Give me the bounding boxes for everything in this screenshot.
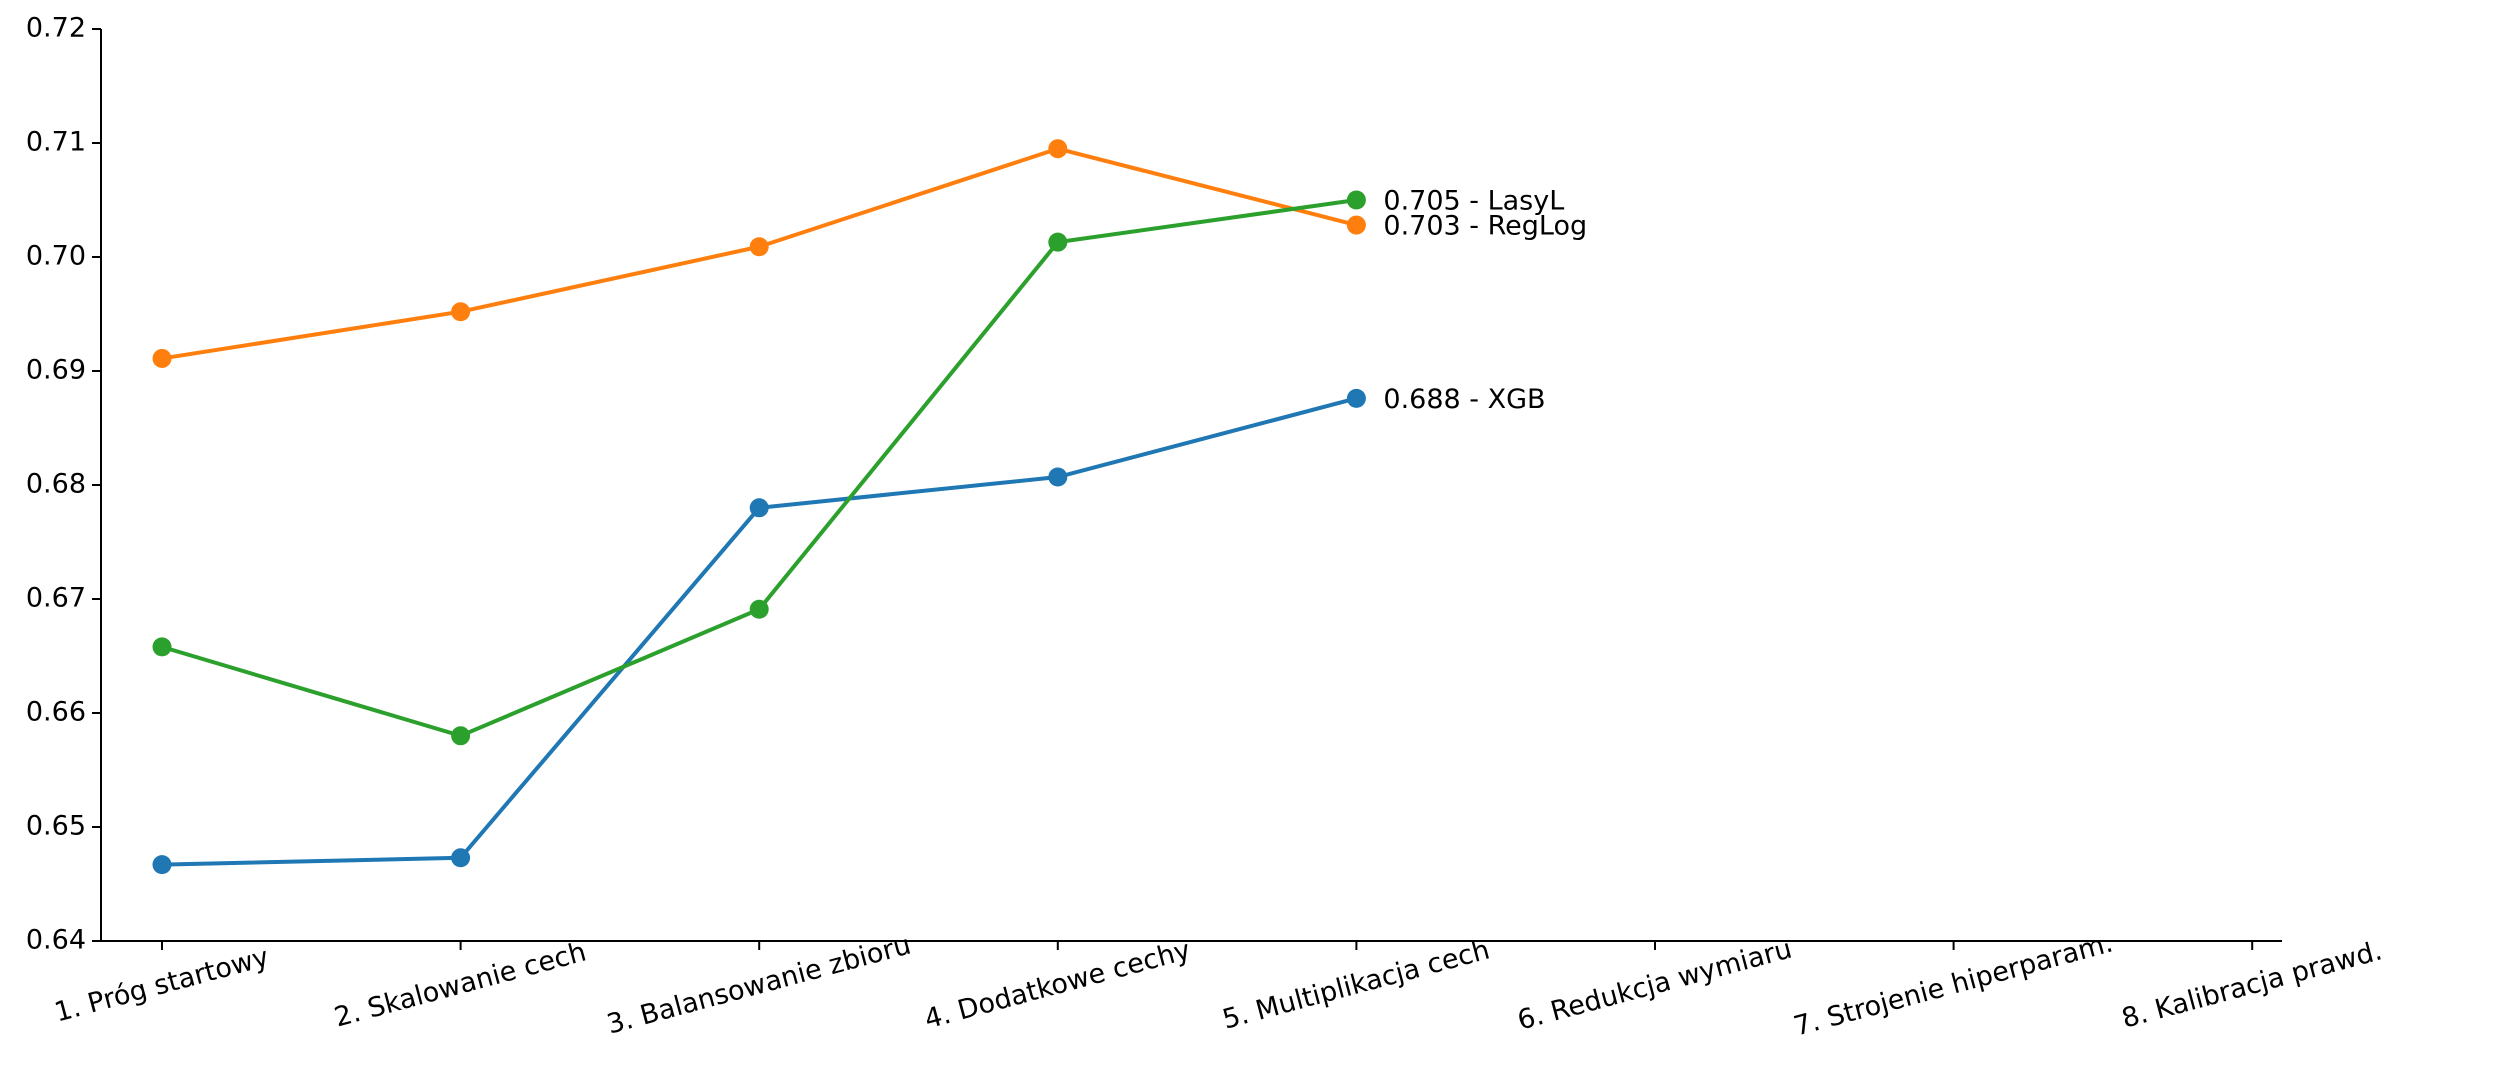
data-point [451, 302, 471, 322]
x-tick-label: 8. Kalibracja prawd. [2119, 935, 2386, 1034]
data-point [1346, 190, 1366, 210]
data-point [451, 848, 471, 868]
y-tick-label: 0.71 [26, 127, 86, 158]
data-point [749, 498, 769, 518]
y-tick-label: 0.67 [26, 583, 86, 614]
y-tick-label: 0.65 [26, 811, 86, 842]
series-line [161, 396, 1357, 867]
data-point [451, 726, 471, 746]
y-tick-label: 0.64 [26, 925, 86, 956]
data-point [1048, 139, 1068, 159]
data-point [152, 348, 172, 368]
data-point [1346, 388, 1366, 408]
x-tick-label: 2. Skalowanie cech [331, 937, 589, 1034]
data-point [749, 599, 769, 619]
y-tick-label: 0.66 [26, 697, 86, 728]
data-point [1048, 467, 1068, 487]
y-tick-label: 0.70 [26, 241, 86, 272]
y-tick-label: 0.72 [26, 13, 86, 44]
end-label: 0.688 - XGB [1383, 384, 1545, 415]
data-point [152, 855, 172, 875]
y-tick-label: 0.69 [26, 355, 86, 386]
y-tick-label: 0.68 [26, 469, 86, 500]
data-point [1048, 232, 1068, 252]
end-label: 0.705 - LasyL [1383, 186, 1564, 217]
data-point [1346, 215, 1366, 235]
data-point [749, 237, 769, 257]
data-point [152, 637, 172, 657]
series-line [161, 198, 1357, 738]
end-label: 0.703 - RegLog [1383, 211, 1587, 242]
